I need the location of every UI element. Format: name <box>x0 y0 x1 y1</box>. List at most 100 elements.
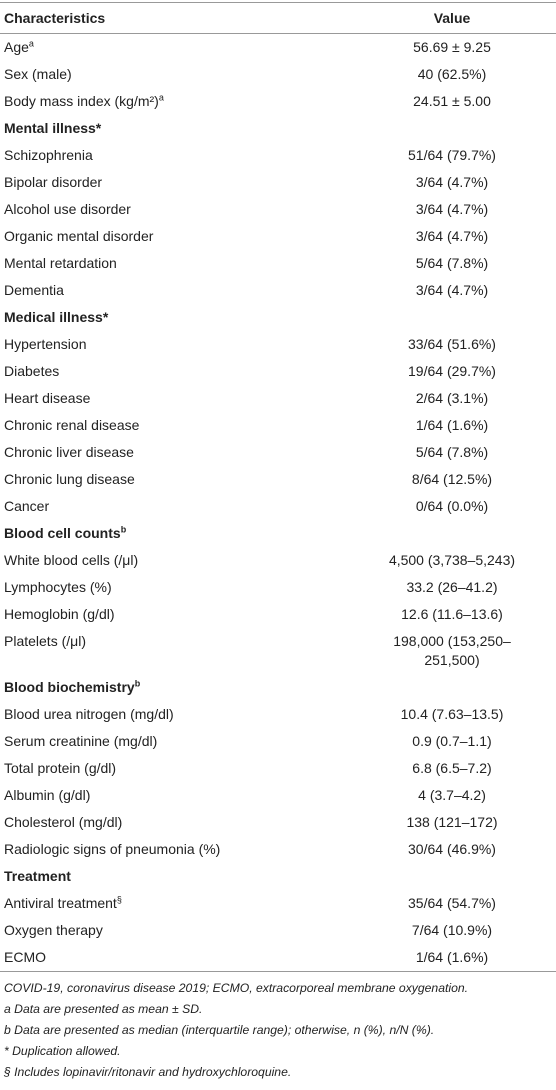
value-cell: 8/64 (12.5%) <box>348 466 556 493</box>
value-cell: 33/64 (51.6%) <box>348 331 556 358</box>
value-cell: 198,000 (153,250–251,500) <box>348 628 556 674</box>
data-row: Dementia 3/64 (4.7%) <box>0 277 556 304</box>
row-label: Heart disease <box>4 390 91 406</box>
section-title: Mental illness* <box>4 120 102 136</box>
value-cell: 3/64 (4.7%) <box>348 223 556 250</box>
data-row: Blood urea nitrogen (mg/dl) 10.4 (7.63–13… <box>0 701 556 728</box>
row-label: Cholesterol (mg/dl) <box>4 814 123 830</box>
data-row: Serum creatinine (mg/dl) 0.9 (0.7–1.1) <box>0 728 556 755</box>
data-row: Total protein (g/dl) 6.8 (6.5–7.2) <box>0 755 556 782</box>
data-row: Hypertension 33/64 (51.6%) <box>0 331 556 358</box>
data-row: Radiologic signs of pneumonia (%) 30/64 (… <box>0 836 556 863</box>
row-value: 35/64 (54.7%) <box>408 895 496 911</box>
data-row: Oxygen therapy 7/64 (10.9%) <box>0 917 556 944</box>
superscript: b <box>120 524 127 535</box>
data-row: Body mass index (kg/m²)a 24.51 ± 5.00 <box>0 88 556 115</box>
label-cell: Diabetes <box>0 358 348 385</box>
footnotes: COVID-19, coronavirus disease 2019; ECMO… <box>0 972 556 1083</box>
section-cell: Blood cell countsb <box>0 520 556 547</box>
row-value: 2/64 (3.1%) <box>415 390 489 406</box>
value-cell: 10.4 (7.63–13.5) <box>348 701 556 728</box>
value-cell: 4 (3.7–4.2) <box>348 782 556 809</box>
data-row: Chronic liver disease 5/64 (7.8%) <box>0 439 556 466</box>
label-cell: Body mass index (kg/m²)a <box>0 88 348 115</box>
section-row: Treatment <box>0 863 556 890</box>
row-value: 5/64 (7.8%) <box>415 444 489 460</box>
row-label: Alcohol use disorder <box>4 201 131 217</box>
row-value: 10.4 (7.63–13.5) <box>400 706 504 722</box>
row-label: Lymphocytes (%) <box>4 579 112 595</box>
footnote: COVID-19, coronavirus disease 2019; ECMO… <box>4 981 469 995</box>
data-table: Characteristics Value Agea 56.69 ± 9.25 Se… <box>0 2 556 972</box>
value-cell: 35/64 (54.7%) <box>348 890 556 917</box>
label-cell: Radiologic signs of pneumonia (%) <box>0 836 348 863</box>
header-row: Characteristics Value <box>0 2 556 34</box>
label-cell: Hypertension <box>0 331 348 358</box>
data-row: Hemoglobin (g/dl) 12.6 (11.6–13.6) <box>0 601 556 628</box>
data-row: Antiviral treatment§ 35/64 (54.7%) <box>0 890 556 917</box>
row-label: Radiologic signs of pneumonia (%) <box>4 841 221 857</box>
row-label: Organic mental disorder <box>4 228 154 244</box>
row-value: 4,500 (3,738–5,243) <box>388 552 516 568</box>
row-label: Schizophrenia <box>4 147 93 163</box>
data-row: Chronic renal disease 1/64 (1.6%) <box>0 412 556 439</box>
section-title: Treatment <box>4 868 71 884</box>
value-cell: 30/64 (46.9%) <box>348 836 556 863</box>
row-label: Sex (male) <box>4 66 72 82</box>
data-row: Organic mental disorder 3/64 (4.7%) <box>0 223 556 250</box>
label-cell: Mental retardation <box>0 250 348 277</box>
superscript: § <box>116 894 122 905</box>
row-label: Platelets (/μl) <box>4 633 86 649</box>
value-cell: 1/64 (1.6%) <box>348 412 556 439</box>
row-value: 4 (3.7–4.2) <box>418 787 486 803</box>
section-title: Blood biochemistry <box>4 679 135 695</box>
label-cell: Platelets (/μl) <box>0 628 348 674</box>
data-row: Albumin (g/dl) 4 (3.7–4.2) <box>0 782 556 809</box>
row-label: Oxygen therapy <box>4 922 103 938</box>
label-cell: Oxygen therapy <box>0 917 348 944</box>
row-label: Age <box>4 39 29 55</box>
value-cell: 51/64 (79.7%) <box>348 142 556 169</box>
row-value: 5/64 (7.8%) <box>415 255 489 271</box>
row-value: 3/64 (4.7%) <box>415 174 489 190</box>
value-cell: 2/64 (3.1%) <box>348 385 556 412</box>
row-label: Chronic lung disease <box>4 471 135 487</box>
data-row: Platelets (/μl) 198,000 (153,250–251,500) <box>0 628 556 674</box>
label-cell: Total protein (g/dl) <box>0 755 348 782</box>
row-label: Chronic renal disease <box>4 417 140 433</box>
row-value: 8/64 (12.5%) <box>411 471 493 487</box>
label-cell: Serum creatinine (mg/dl) <box>0 728 348 755</box>
row-value: 19/64 (29.7%) <box>408 363 496 379</box>
value-cell: 5/64 (7.8%) <box>348 439 556 466</box>
table-body: Agea 56.69 ± 9.25 Sex (male) 40 (62.5%) Body… <box>0 34 556 972</box>
section-row: Blood cell countsb <box>0 520 556 547</box>
row-label: Blood urea nitrogen (mg/dl) <box>4 706 174 722</box>
row-value: 3/64 (4.7%) <box>415 282 489 298</box>
data-row: Alcohol use disorder 3/64 (4.7%) <box>0 196 556 223</box>
label-cell: Organic mental disorder <box>0 223 348 250</box>
label-cell: Sex (male) <box>0 61 348 88</box>
value-cell: 33.2 (26–41.2) <box>348 574 556 601</box>
row-value: 0/64 (0.0%) <box>415 498 489 514</box>
row-label: Chronic liver disease <box>4 444 134 460</box>
value-cell: 24.51 ± 5.00 <box>348 88 556 115</box>
label-cell: Hemoglobin (g/dl) <box>0 601 348 628</box>
label-cell: ECMO <box>0 944 348 972</box>
data-row: ECMO 1/64 (1.6%) <box>0 944 556 972</box>
data-row: Sex (male) 40 (62.5%) <box>0 61 556 88</box>
value-cell: 138 (121–172) <box>348 809 556 836</box>
row-label: Serum creatinine (mg/dl) <box>4 733 158 749</box>
value-cell: 7/64 (10.9%) <box>348 917 556 944</box>
value-cell: 0/64 (0.0%) <box>348 493 556 520</box>
label-cell: Heart disease <box>0 385 348 412</box>
label-cell: Blood urea nitrogen (mg/dl) <box>0 701 348 728</box>
data-row: Chronic lung disease 8/64 (12.5%) <box>0 466 556 493</box>
footnote: a Data are presented as mean ± SD. <box>4 1002 203 1016</box>
row-value: 6.8 (6.5–7.2) <box>412 760 492 776</box>
data-row: Cancer 0/64 (0.0%) <box>0 493 556 520</box>
value-cell: 4,500 (3,738–5,243) <box>348 547 556 574</box>
row-label: Bipolar disorder <box>4 174 103 190</box>
label-cell: Chronic renal disease <box>0 412 348 439</box>
row-value: 138 (121–172) <box>406 814 498 830</box>
